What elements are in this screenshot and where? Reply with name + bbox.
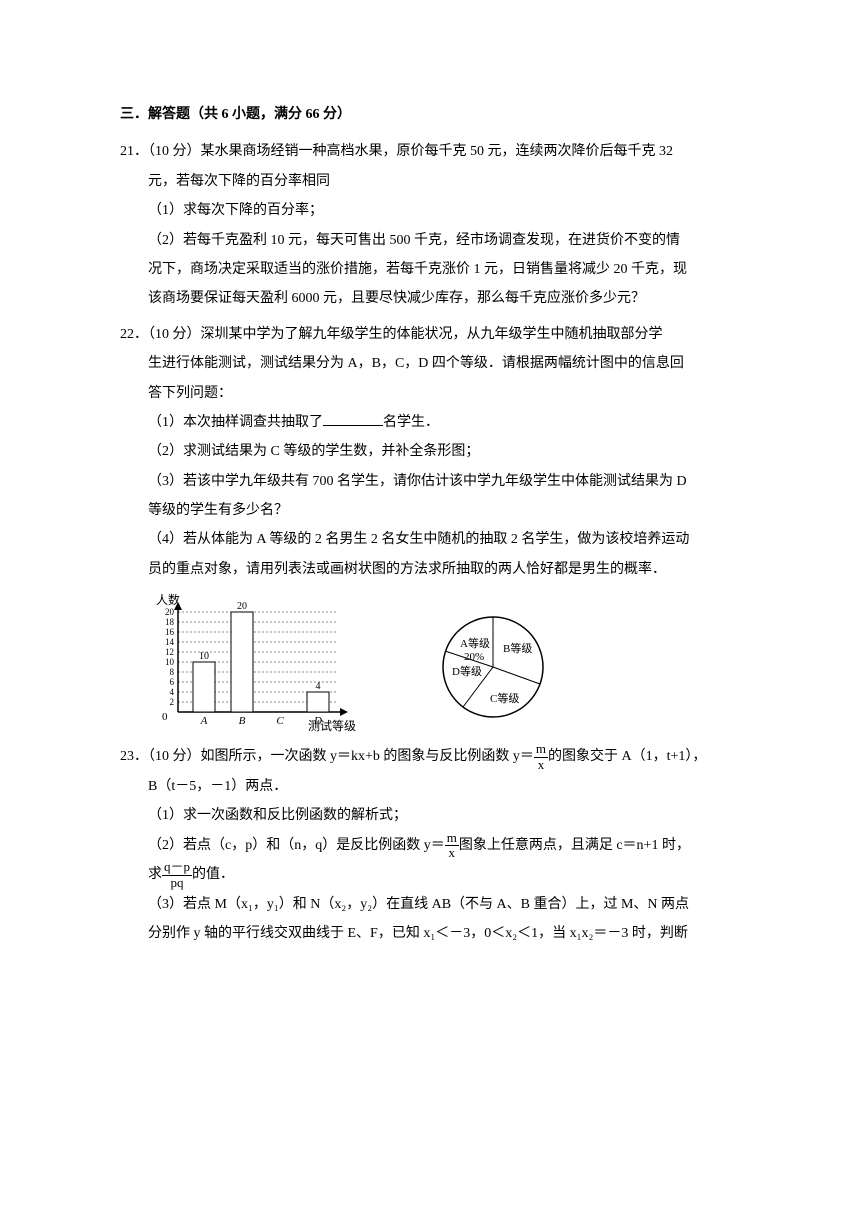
svg-text:10: 10: [199, 651, 209, 662]
q22-p1: （1）本次抽样调查共抽取了 名学生．: [120, 408, 760, 437]
question-23: 23．（10 分）如图所示，一次函数 y＝kx+b 的图象与反比例函数 y＝mx…: [120, 742, 760, 948]
svg-text:6: 6: [170, 677, 175, 687]
svg-text:12: 12: [165, 647, 174, 657]
pie-d-label: D等级: [452, 664, 482, 678]
question-22: 22．（10 分）深圳某中学为了解九年级学生的体能状况，从九年级学生中随机抽取部…: [120, 320, 760, 733]
origin-label: 0: [162, 711, 168, 723]
q23-p3a: （3）若点 M（x₁，y₁）和 N（x₂，y₂）在直线 AB（不与 A、B 重合…: [120, 890, 760, 919]
q22-p2: （2）求测试结果为 C 等级的学生数，并补全条形图；: [120, 437, 760, 466]
q21-cont: 元，若每次下降的百分率相同: [120, 167, 760, 196]
q22-cont1: 生进行体能测试，测试结果分为 A，B，C，D 四个等级．请根据两幅统计图中的信息…: [120, 349, 760, 378]
q21-p2a: （2）若每千克盈利 10 元，每天可售出 500 千克，经市场调查发现，在进货价…: [120, 226, 760, 255]
q23-head-b: 的图象交于 A（1，t+1），: [548, 749, 706, 764]
q23-p2c-b: 的值．: [192, 867, 234, 882]
q23-p3b: 分别作 y 轴的平行线交双曲线于 E、F，已知 x₁＜－3，0＜x₂＜1，当 x…: [120, 919, 760, 948]
q22-p4a: （4）若从体能为 A 等级的 2 名男生 2 名女生中随机的抽取 2 名学生，做…: [120, 525, 760, 554]
q21-head: 21．（10 分）某水果商场经销一种高档水果，原价每千克 50 元，连续两次降价…: [120, 137, 760, 166]
frac-mx-1: mx: [534, 742, 548, 772]
q22-cont2: 答下列问题：: [120, 379, 760, 408]
svg-text:16: 16: [165, 627, 175, 637]
svg-text:20: 20: [165, 607, 175, 617]
q22-p4b: 员的重点对象，请用列表法或画树状图的方法求所抽取的两人恰好都是男生的概率．: [120, 555, 760, 584]
figures-row: 人数 2468101214161820 10204 ABCD 0 测试等级 A等…: [120, 592, 760, 732]
svg-text:14: 14: [165, 637, 175, 647]
pie-chart: A等级 20% B等级 C等级 D等级: [418, 602, 568, 732]
svg-text:4: 4: [316, 681, 321, 692]
pie-b-label: B等级: [503, 641, 532, 655]
q23-p2c: 求q－ppq的值．: [120, 860, 760, 890]
pie-a-pct: 20%: [464, 651, 484, 663]
q22-p1a: （1）本次抽样调查共抽取了: [148, 415, 323, 430]
q23-cont: B（t－5，－1）两点．: [120, 772, 760, 801]
q23-p2c-a: 求: [148, 867, 162, 882]
q23-head-a: 23．（10 分）如图所示，一次函数 y＝kx+b 的图象与反比例函数 y＝: [120, 749, 534, 764]
q22-p3a: （3）若该中学九年级共有 700 名学生，请你估计该中学九年级学生中体能测试结果…: [120, 467, 760, 496]
pie-a-label: A等级: [460, 636, 490, 650]
frac-qp: q－ppq: [162, 860, 192, 890]
q22-p3b: 等级的学生有多少名？: [120, 496, 760, 525]
pie-c-label: C等级: [490, 691, 519, 705]
blank-field: [323, 411, 383, 426]
q21-p1: （1）求每次下降的百分率；: [120, 196, 760, 225]
svg-text:2: 2: [170, 697, 175, 707]
frac-mx-2: mx: [445, 831, 459, 861]
q22-head: 22．（10 分）深圳某中学为了解九年级学生的体能状况，从九年级学生中随机抽取部…: [120, 320, 760, 349]
svg-text:18: 18: [165, 617, 175, 627]
q23-p2b: 图象上任意两点，且满足 c＝n+1 时，: [459, 838, 690, 853]
section-title: 三．解答题（共 6 小题，满分 66 分）: [120, 100, 760, 129]
q23-p1: （1）求一次函数和反比例函数的解析式；: [120, 801, 760, 830]
svg-text:A: A: [200, 715, 208, 727]
q23-p2a: （2）若点（c，p）和（n，q）是反比例函数 y＝: [148, 838, 445, 853]
q21-p2b: 况下，商场决定采取适当的涨价措施，若每千克涨价 1 元，日销售量将减少 20 千…: [120, 255, 760, 284]
x-axis-label: 测试等级: [308, 718, 356, 732]
q23-p2: （2）若点（c，p）和（n，q）是反比例函数 y＝mx图象上任意两点，且满足 c…: [120, 831, 760, 861]
svg-text:4: 4: [170, 687, 175, 697]
svg-text:20: 20: [237, 601, 247, 612]
page: 三．解答题（共 6 小题，满分 66 分） 21．（10 分）某水果商场经销一种…: [0, 0, 860, 1216]
q22-p1b: 名学生．: [383, 415, 439, 430]
svg-text:C: C: [276, 715, 284, 727]
bar-chart: 人数 2468101214161820 10204 ABCD 0 测试等级: [148, 592, 358, 732]
question-21: 21．（10 分）某水果商场经销一种高档水果，原价每千克 50 元，连续两次降价…: [120, 137, 760, 313]
svg-text:10: 10: [165, 657, 175, 667]
svg-text:B: B: [239, 715, 246, 727]
svg-text:8: 8: [170, 667, 175, 677]
q23-head: 23．（10 分）如图所示，一次函数 y＝kx+b 的图象与反比例函数 y＝mx…: [120, 742, 760, 772]
q21-p2c: 该商场要保证每天盈利 6000 元，且要尽快减少库存，那么每千克应涨价多少元？: [120, 284, 760, 313]
y-axis-label: 人数: [156, 592, 180, 607]
